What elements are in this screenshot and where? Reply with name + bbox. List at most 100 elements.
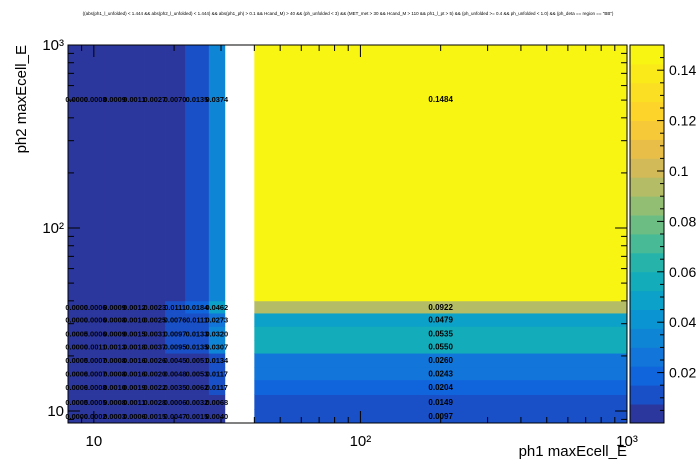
cell-value-label: 0.0000 — [65, 303, 88, 312]
heatmap-cell — [208, 353, 226, 368]
heatmap-cell — [185, 300, 210, 314]
heatmap-cell — [104, 300, 125, 314]
colorbar-segment — [630, 234, 664, 254]
cell-value-label: 0.0040 — [206, 412, 229, 421]
cell-value-label: 0.0006 — [164, 398, 187, 407]
colorbar-segment — [630, 347, 664, 367]
colorbar-tick-label: 0.12 — [669, 113, 696, 129]
cell-value-label: 0.0006 — [84, 329, 107, 338]
cell-value-label: 0.0000 — [65, 95, 88, 104]
heatmap-cell — [185, 394, 210, 410]
heatmap-cell — [185, 326, 210, 341]
heatmap-cell — [104, 313, 125, 327]
colorbar-tick-label: 0.08 — [669, 213, 696, 229]
heatmap-cell — [144, 409, 166, 424]
heatmap-cell — [185, 313, 210, 327]
cell-value-label: 0.0095 — [164, 343, 187, 352]
cell-value-label: 0.0307 — [206, 343, 229, 352]
heatmap-cell — [104, 394, 125, 410]
cell-value-label: 0.0204 — [428, 383, 453, 392]
heatmap-cell — [144, 313, 166, 327]
cell-value-label: 0.0006 — [84, 303, 107, 312]
heatmap-cell — [68, 340, 86, 354]
x-tick-label: 10² — [350, 433, 372, 450]
cell-value-label: 0.0008 — [84, 383, 107, 392]
cell-value-label: 0.0260 — [428, 356, 453, 365]
heatmap-cell — [208, 326, 226, 341]
cell-value-label: 0.0117 — [206, 383, 228, 392]
colorbar-segment — [630, 101, 664, 121]
cell-value-label: 0.0243 — [428, 369, 453, 378]
heatmap-cell — [104, 366, 125, 381]
heatmap-cell — [85, 45, 106, 302]
heatmap-cell — [85, 340, 106, 354]
cell-value-label: 0.0026 — [144, 356, 167, 365]
heatmap-cell — [254, 409, 628, 424]
cell-value-label: 0.0047 — [164, 412, 187, 421]
heatmap-cell — [124, 409, 145, 424]
cell-value-label: 0.0005 — [65, 356, 88, 365]
y-tick-label: 10 — [47, 403, 64, 420]
heatmap-cell — [144, 394, 166, 410]
heatmap-cell — [144, 379, 166, 395]
heatmap-cell — [104, 326, 125, 341]
cell-value-label: 0.0013 — [103, 343, 126, 352]
heatmap-cell — [254, 313, 628, 327]
heatmap-cell — [144, 326, 166, 341]
heatmap-cells — [68, 45, 628, 424]
heatmap-cell — [85, 394, 106, 410]
cell-value-label: 0.0032 — [186, 398, 209, 407]
heatmap-cell — [165, 313, 186, 327]
cell-value-label: 0.0010 — [123, 316, 146, 325]
heatmap-cell — [68, 394, 86, 410]
cell-value-label: 0.0037 — [144, 343, 167, 352]
heatmap-cell — [254, 45, 628, 302]
cell-value-label: 0.0550 — [428, 343, 453, 352]
x-tick-label: 10³ — [616, 433, 638, 450]
heatmap-cell — [165, 353, 186, 368]
cell-value-label: 0.0135 — [186, 95, 209, 104]
cell-value-label: 0.0273 — [206, 316, 229, 325]
colorbar-segment — [630, 63, 664, 84]
heatmap-cell — [124, 379, 145, 395]
heatmap-cell — [185, 353, 210, 368]
colorbar-segment — [630, 328, 664, 348]
heatmap-cell — [104, 379, 125, 395]
cell-value-label: 0.0000 — [65, 343, 88, 352]
cell-value-label: 0.0008 — [103, 369, 126, 378]
heatmap-cell — [165, 340, 186, 354]
heatmap-cell — [68, 353, 86, 368]
colorbar-tick-label: 0.14 — [669, 62, 696, 78]
heatmap-cell — [85, 409, 106, 424]
heatmap-cell — [144, 45, 166, 302]
colorbar-segment — [630, 120, 664, 140]
cell-value-label: 0.0012 — [123, 303, 146, 312]
heatmap-cell — [104, 409, 125, 424]
heatmap-cell — [124, 300, 145, 314]
heatmap-cell — [68, 300, 86, 314]
cell-value-label: 0.0070 — [164, 95, 187, 104]
heatmap-cell — [185, 45, 210, 302]
heatmap-cell — [208, 394, 226, 410]
heatmap-cell — [124, 394, 145, 410]
heatmap-cell — [165, 394, 186, 410]
colorbar-segment — [630, 309, 664, 329]
cell-value-label: 0.0051 — [186, 356, 209, 365]
cell-value-label: 0.0011 — [123, 398, 145, 407]
heatmap-cell — [165, 300, 186, 314]
cell-value-label: 0.0007 — [84, 356, 107, 365]
cell-value-label: 0.0535 — [428, 329, 453, 338]
x-axis-label: ph1 maxEcell_E — [519, 443, 627, 460]
heatmap-cell — [85, 353, 106, 368]
cell-value-label: 0.0009 — [103, 95, 126, 104]
cell-value-label: 0.0011 — [84, 343, 106, 352]
heatmap-cell — [165, 379, 186, 395]
cell-value-label: 0.0097 — [428, 412, 453, 421]
cell-value-label: 0.0062 — [186, 383, 209, 392]
cell-value-label: 0.0011 — [123, 95, 145, 104]
cell-value-label: 0.0006 — [65, 383, 88, 392]
cell-value-label: 0.0006 — [65, 369, 88, 378]
colorbar-segment — [630, 366, 664, 386]
colorbar-segment — [630, 177, 664, 197]
